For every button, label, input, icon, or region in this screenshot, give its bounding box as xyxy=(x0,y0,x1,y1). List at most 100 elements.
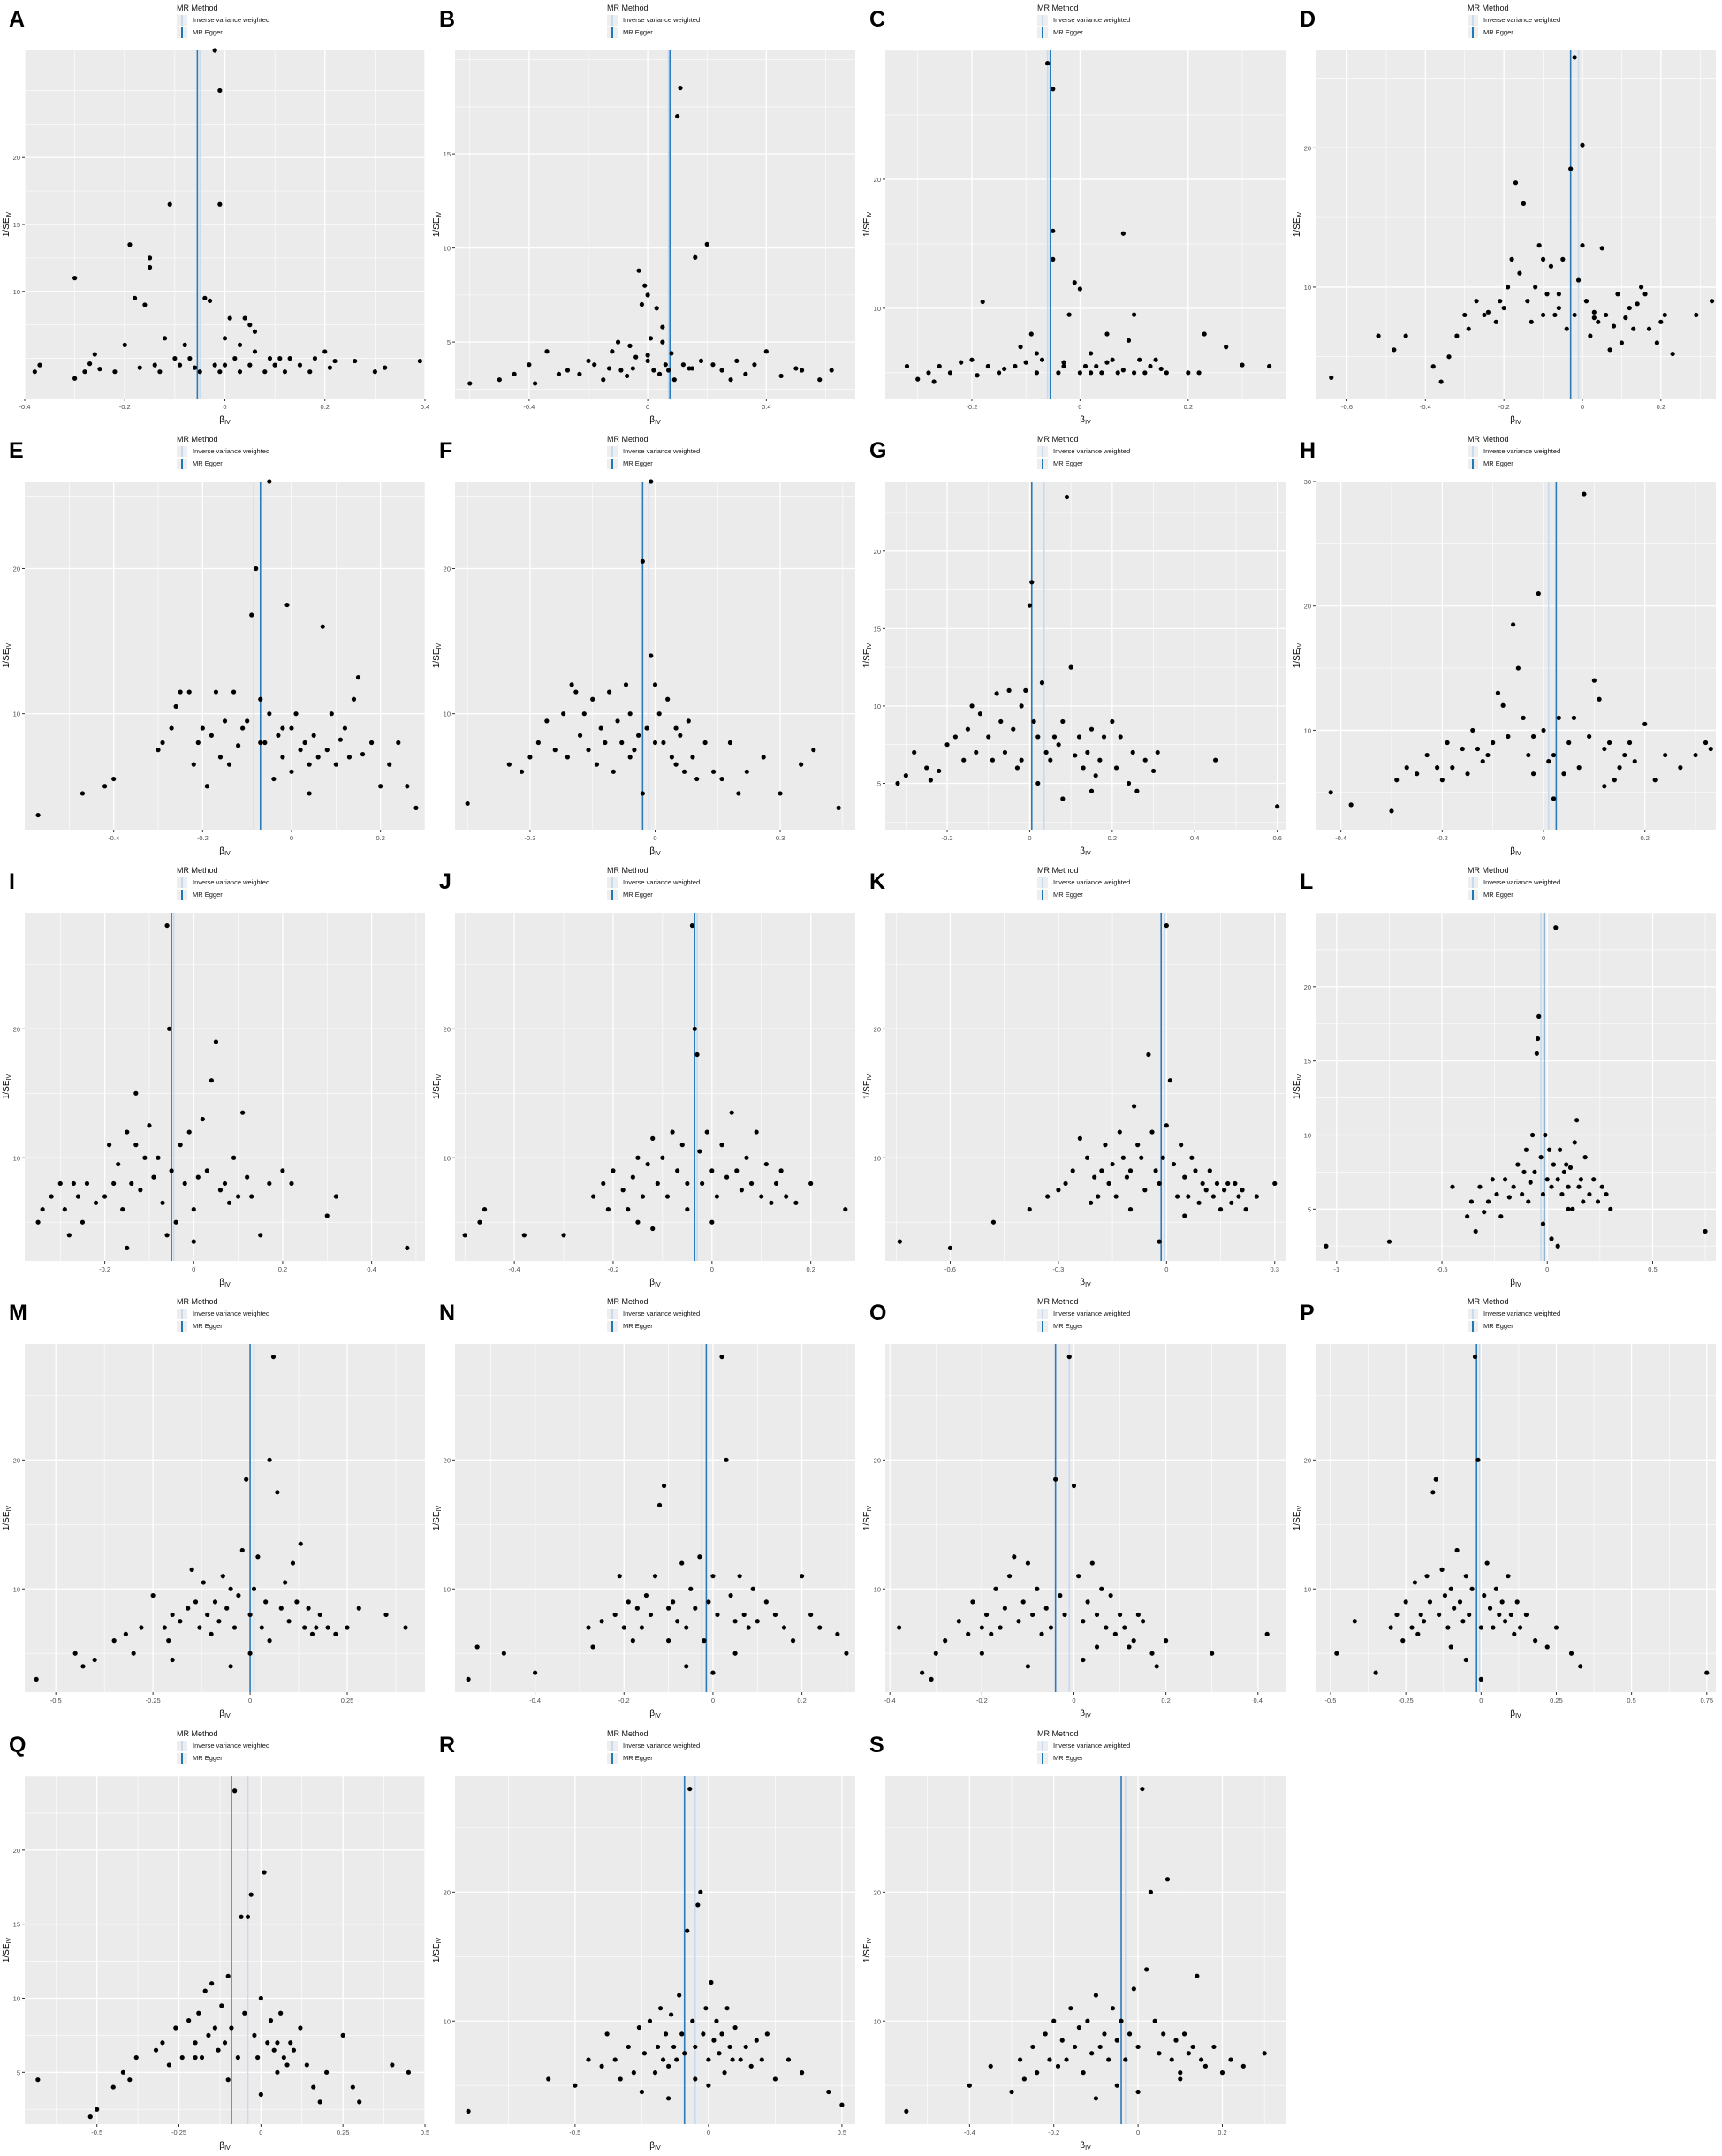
data-point xyxy=(535,740,541,746)
data-point xyxy=(283,1580,288,1585)
data-point xyxy=(1549,1184,1554,1189)
legend-key xyxy=(1468,877,1478,888)
data-point xyxy=(920,1670,925,1675)
data-point xyxy=(1478,1625,1483,1630)
data-point xyxy=(195,740,201,746)
data-point xyxy=(650,1226,656,1232)
data-point xyxy=(1450,765,1455,771)
data-point xyxy=(137,365,142,370)
data-point xyxy=(975,373,980,378)
data-point xyxy=(1167,1078,1173,1083)
data-point xyxy=(695,1902,701,1908)
plot-area xyxy=(885,50,1286,399)
data-point xyxy=(34,1676,39,1682)
data-point xyxy=(636,733,641,738)
data-point xyxy=(1532,1169,1537,1175)
data-point xyxy=(639,2089,644,2095)
data-point xyxy=(590,1194,596,1199)
data-point xyxy=(1599,1184,1604,1189)
data-point xyxy=(778,373,784,379)
y-tick-label: 20 xyxy=(1304,983,1311,991)
data-point xyxy=(996,370,1002,376)
funnel-panel-g: G MR Method Inverse variance weighted MR Eg… xyxy=(861,431,1291,862)
data-point xyxy=(302,1625,307,1630)
data-point xyxy=(1498,299,1503,304)
data-point xyxy=(790,1638,796,1644)
data-point xyxy=(152,362,157,368)
data-point xyxy=(1043,1606,1049,1611)
data-point xyxy=(1564,326,1569,331)
data-point xyxy=(1099,1586,1104,1591)
x-tick-label: 0.2 xyxy=(1108,834,1117,842)
funnel-panel-i: I MR Method Inverse variance weighted MR Eg… xyxy=(0,862,430,1293)
data-point xyxy=(625,373,630,379)
data-point xyxy=(656,1502,663,1508)
data-point xyxy=(592,362,597,368)
legend-label: Inverse variance weighted xyxy=(1053,1310,1131,1317)
data-point xyxy=(533,381,538,386)
data-point xyxy=(387,762,392,767)
data-point xyxy=(93,1200,99,1205)
data-point xyxy=(754,1129,759,1135)
data-point xyxy=(952,734,958,740)
y-axis-title: 1/SEIV xyxy=(432,1506,443,1531)
data-point xyxy=(1530,771,1536,777)
data-point xyxy=(677,1993,682,1998)
data-point xyxy=(133,2054,139,2061)
legend-label: Inverse variance weighted xyxy=(623,878,701,886)
data-point xyxy=(817,1625,823,1630)
data-point xyxy=(844,1651,849,1656)
data-point xyxy=(1093,1993,1099,1998)
data-point xyxy=(1506,733,1511,740)
data-point xyxy=(1694,312,1699,318)
funnel-plot-svg: -0.3 0 0.3 10 20 βIV 1/SEIV xyxy=(432,479,855,857)
data-point xyxy=(739,1188,744,1193)
data-point xyxy=(120,2069,125,2075)
data-point xyxy=(1035,780,1041,786)
data-point xyxy=(1082,363,1089,369)
data-point xyxy=(1045,1194,1051,1199)
data-point xyxy=(1623,315,1628,321)
legend-label: Inverse variance weighted xyxy=(193,447,270,455)
data-point xyxy=(396,740,401,746)
data-point xyxy=(1704,1670,1710,1675)
data-point xyxy=(1275,804,1280,809)
data-point xyxy=(147,255,153,261)
legend-key xyxy=(177,1753,187,1764)
legend-title: MR Method xyxy=(607,435,649,444)
x-axis-title: βIV xyxy=(219,1278,231,1288)
panel-label: D xyxy=(1300,7,1316,32)
x-axis-title: βIV xyxy=(1510,1278,1521,1288)
y-tick-label: 10 xyxy=(1304,284,1311,292)
x-axis-title: βIV xyxy=(649,1709,661,1719)
data-point xyxy=(1120,368,1126,373)
data-point xyxy=(674,2057,679,2062)
x-tick-label: 0.2 xyxy=(1657,403,1665,411)
legend-key xyxy=(607,446,618,457)
x-tick-label: 0 xyxy=(707,2129,710,2137)
y-axis-title: 1/SEIV xyxy=(432,1074,443,1100)
data-point xyxy=(620,1188,626,1193)
data-point xyxy=(1094,363,1099,369)
data-point xyxy=(763,1161,769,1167)
data-point xyxy=(383,1612,389,1618)
data-point xyxy=(961,757,967,763)
data-point xyxy=(1039,680,1045,686)
data-point xyxy=(655,2044,661,2050)
data-point xyxy=(645,1161,650,1167)
data-point xyxy=(369,740,375,746)
legend-title: MR Method xyxy=(177,1297,218,1306)
funnel-plot-svg: -0.4 -0.2 0 0.2 10 20 βIV 1/SEIV xyxy=(432,1344,855,1719)
x-tick-label: -0.4 xyxy=(523,403,535,411)
data-point xyxy=(1051,256,1056,262)
data-point xyxy=(581,711,587,717)
data-point xyxy=(656,371,663,376)
data-point xyxy=(290,1560,296,1566)
legend-label: Inverse variance weighted xyxy=(1483,878,1561,886)
data-point xyxy=(1110,2006,1116,2011)
y-tick-label: 20 xyxy=(874,1888,881,1896)
data-point xyxy=(730,2057,735,2062)
data-point xyxy=(222,362,228,368)
data-point xyxy=(772,1612,778,1618)
data-point xyxy=(1392,347,1397,353)
